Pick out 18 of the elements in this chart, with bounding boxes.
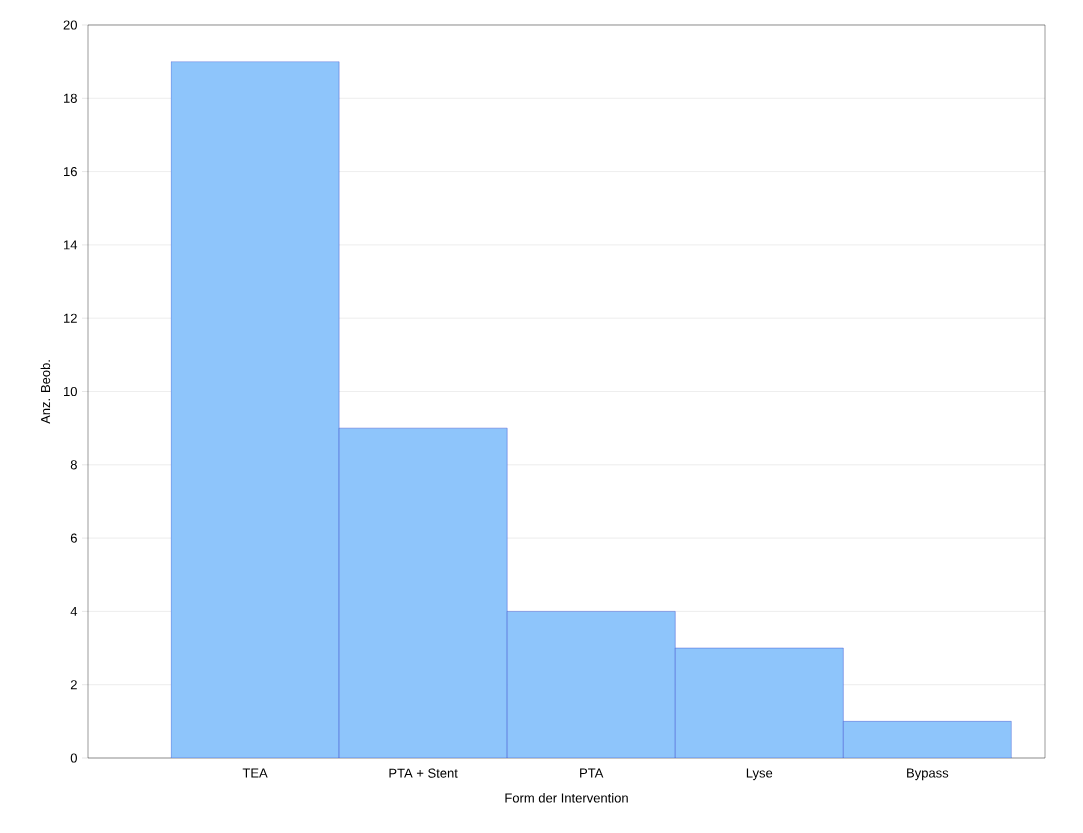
y-tick-label: 12 [64,313,77,323]
y-tick-label: 10 [64,386,77,397]
x-tick-label: Bypass [907,768,949,781]
x-tick-label: Lyse [746,768,773,781]
y-tick-label: 20 [63,20,77,30]
y-tick-label: 2 [70,680,77,690]
x-axis-title: Form der Intervention [505,793,628,803]
y-tick-label: 18 [64,93,77,103]
x-tick-label: PTA + Stent [389,768,458,778]
y-axis-title: Anz. Beob. [40,360,51,424]
y-tick-label: 16 [64,166,77,177]
y-tick-label: 8 [70,460,77,470]
y-tick-label: 14 [64,240,78,250]
y-tick-label: 0 [70,753,77,763]
x-tick-label: TEA [242,768,268,778]
y-tick-label: 6 [70,533,77,543]
x-tick-label: PTA [580,768,604,778]
y-tick-label: 4 [70,606,78,616]
